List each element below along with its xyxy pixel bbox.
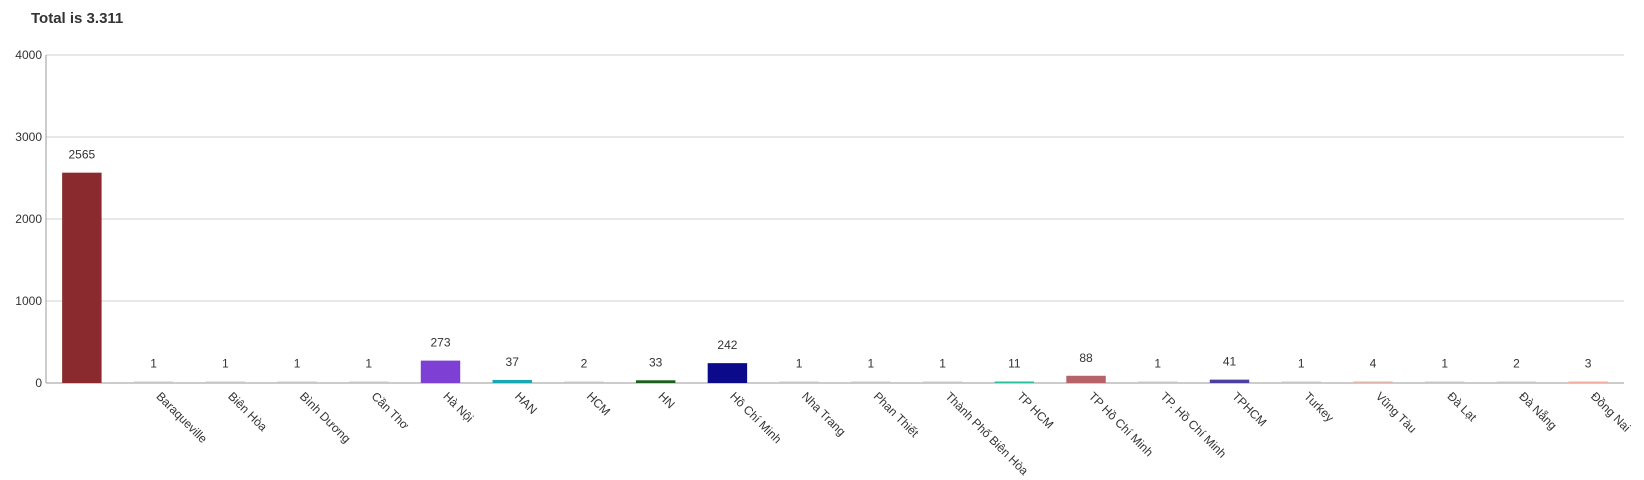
data-label: 1 bbox=[939, 357, 946, 371]
data-label: 2 bbox=[1513, 357, 1520, 371]
bar[interactable] bbox=[922, 381, 963, 384]
x-tick-label: HCM bbox=[584, 389, 613, 418]
data-label: 1 bbox=[365, 357, 372, 371]
data-label: 3 bbox=[1585, 357, 1592, 371]
data-label: 1 bbox=[294, 357, 301, 371]
x-tick-label: HAN bbox=[512, 389, 540, 417]
y-tick-label: 3000 bbox=[15, 130, 42, 144]
bar[interactable] bbox=[994, 381, 1035, 384]
data-label: 2 bbox=[581, 357, 588, 371]
y-tick-label: 0 bbox=[35, 376, 42, 390]
bar[interactable] bbox=[1138, 381, 1178, 384]
x-tick-label: Baraqueville bbox=[153, 389, 210, 446]
data-label: 41 bbox=[1223, 355, 1237, 369]
data-label: 2565 bbox=[69, 148, 96, 162]
data-label: 1 bbox=[1298, 357, 1305, 371]
data-label: 1 bbox=[868, 357, 875, 371]
x-tick-label: TP. Hồ Chí Minh bbox=[1158, 389, 1230, 461]
bar[interactable] bbox=[492, 379, 532, 383]
data-label: 273 bbox=[430, 336, 450, 350]
data-label: 37 bbox=[506, 355, 520, 369]
data-label: 1 bbox=[796, 357, 803, 371]
x-tick-label: TPHCM bbox=[1229, 389, 1269, 429]
y-tick-label: 2000 bbox=[15, 212, 42, 226]
bar[interactable] bbox=[1568, 381, 1608, 384]
data-label: 4 bbox=[1370, 357, 1377, 371]
bar[interactable] bbox=[205, 381, 246, 384]
bar[interactable] bbox=[1496, 381, 1537, 384]
bar[interactable] bbox=[1066, 375, 1106, 383]
x-tick-label: Nha Trang bbox=[799, 389, 849, 439]
bar[interactable] bbox=[1353, 381, 1393, 384]
bar[interactable] bbox=[707, 363, 748, 383]
y-tick-label: 1000 bbox=[15, 294, 42, 308]
data-label: 242 bbox=[717, 338, 737, 352]
bar[interactable] bbox=[1424, 381, 1465, 384]
bar[interactable] bbox=[851, 381, 891, 384]
data-label: 1 bbox=[150, 357, 157, 371]
x-tick-label: Đà Nẵng bbox=[1516, 389, 1560, 433]
bar[interactable] bbox=[1281, 381, 1321, 384]
bar[interactable] bbox=[277, 381, 317, 384]
x-tick-label: Biên Hòa bbox=[225, 389, 270, 434]
x-tick-label: Đà Lạt bbox=[1445, 389, 1480, 424]
x-tick-label: Turkey bbox=[1301, 389, 1337, 425]
x-tick-label: Cần Thơ bbox=[369, 389, 412, 432]
x-tick-label: TP HCM bbox=[1014, 389, 1056, 431]
bar[interactable] bbox=[1209, 379, 1250, 383]
y-tick-label: 4000 bbox=[15, 48, 42, 62]
chart-title: Total is 3.311 bbox=[31, 10, 124, 27]
x-tick-label: HN bbox=[656, 389, 678, 411]
x-tick-label: Hà Nội bbox=[440, 389, 476, 425]
data-label: 11 bbox=[1008, 357, 1021, 371]
bar[interactable] bbox=[62, 172, 102, 383]
bar[interactable] bbox=[779, 381, 819, 384]
bar[interactable] bbox=[133, 381, 174, 384]
data-label: 33 bbox=[649, 355, 663, 369]
x-tick-label: Hồ Chí Minh bbox=[727, 389, 784, 446]
bar[interactable] bbox=[420, 360, 461, 383]
x-tick-label: TP Hồ Chí Minh bbox=[1086, 389, 1156, 459]
x-tick-label: Bình Dương bbox=[297, 389, 354, 446]
bar[interactable] bbox=[635, 380, 676, 383]
x-tick-label: Đồng Nai bbox=[1588, 389, 1633, 434]
data-label: 1 bbox=[222, 357, 229, 371]
bar[interactable] bbox=[349, 381, 389, 384]
x-tick-label: Vũng Tàu bbox=[1373, 389, 1420, 436]
data-label: 1 bbox=[1154, 357, 1161, 371]
data-label: 88 bbox=[1079, 351, 1093, 365]
data-label: 1 bbox=[1441, 357, 1448, 371]
bar[interactable] bbox=[564, 381, 604, 384]
x-tick-label: Phan Thiết bbox=[871, 389, 922, 440]
